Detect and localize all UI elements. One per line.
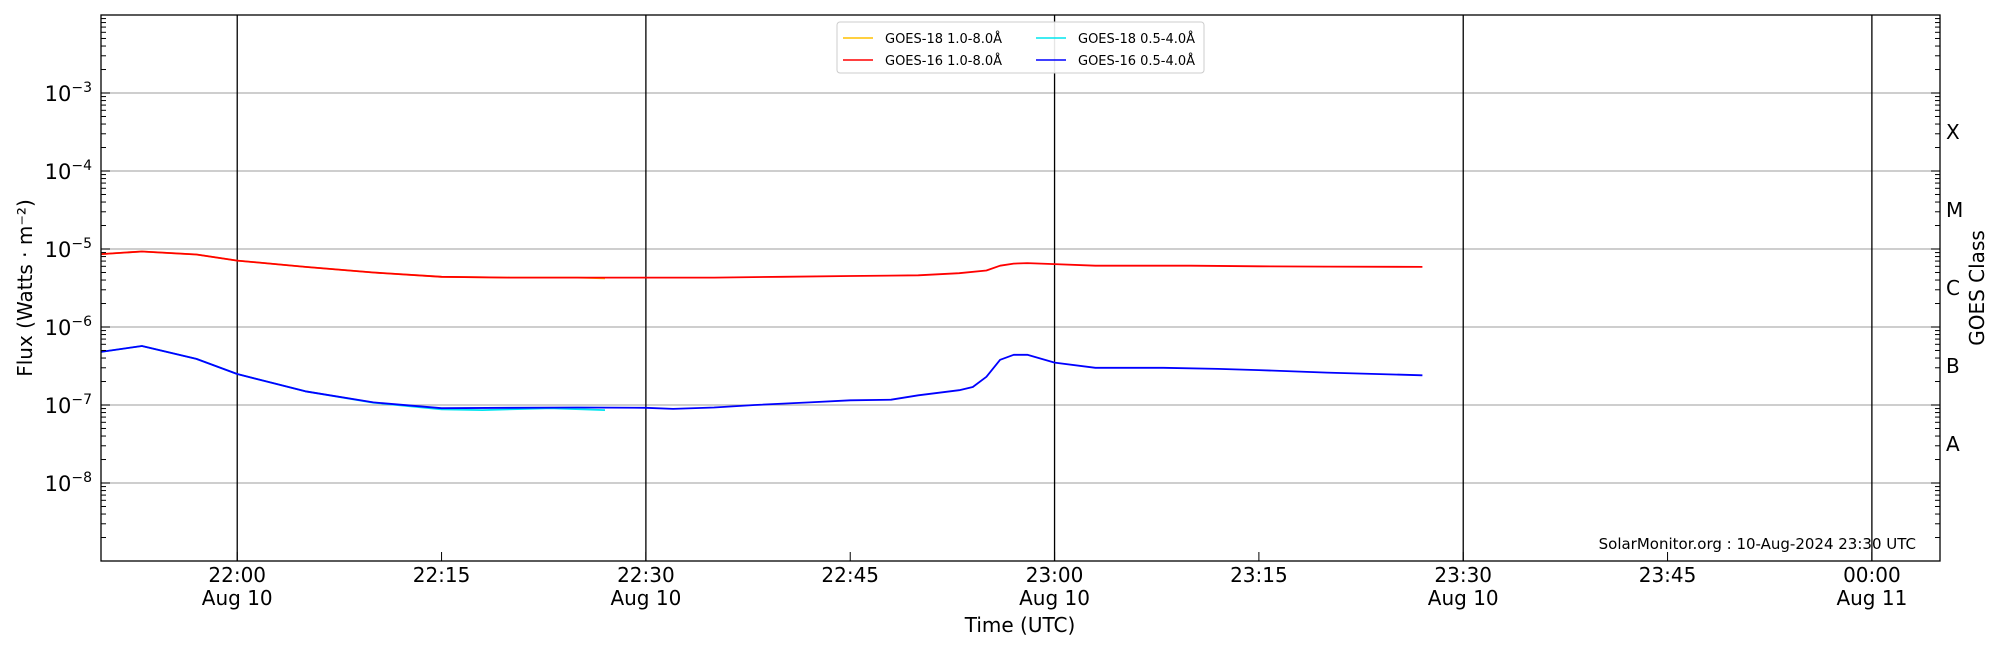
series-line-goes-18-0-5-4-0- — [100, 345, 606, 411]
y-tick-label: 10−6 — [45, 314, 92, 340]
y-tick-label: 10−5 — [45, 236, 92, 262]
legend-label: GOES-16 1.0-8.0Å — [885, 53, 1002, 69]
goes-class-axis: X M C B A — [1946, 120, 1963, 456]
y-tick-label: 10−3 — [45, 80, 92, 106]
x-tick-label: 23:00 — [1026, 563, 1084, 587]
x-tick-label: 23:45 — [1639, 563, 1697, 587]
x-tick-date-label: Aug 10 — [202, 586, 273, 610]
x-tick-date-label: Aug 11 — [1836, 586, 1907, 610]
y-axis-ticks: 10−3 10−4 10−5 10−6 10−7 10−8 — [45, 18, 1940, 562]
legend-box — [836, 21, 1205, 74]
x-axis-label: Time (UTC) — [964, 613, 1076, 637]
x-tick-label: 23:15 — [1230, 563, 1288, 587]
plot-frame — [100, 14, 1941, 562]
y2-axis-label: GOES Class — [1965, 230, 1989, 346]
watermark: SolarMonitor.org : 10-Aug-2024 23:30 UTC — [1599, 535, 1916, 553]
grid-lines — [101, 92, 1940, 484]
goes-class-label: A — [1946, 432, 1960, 456]
x-tick-label: 22:30 — [617, 563, 675, 587]
y-tick-label: 10−8 — [45, 470, 92, 496]
x-tick-date-label: Aug 10 — [1019, 586, 1090, 610]
series-lines — [100, 250, 1423, 411]
goes-class-label: B — [1946, 354, 1960, 378]
legend-label: GOES-16 0.5-4.0Å — [1078, 53, 1195, 69]
legend: GOES-18 1.0-8.0Å GOES-16 1.0-8.0Å GOES-18 … — [836, 21, 1205, 74]
x-tick-label: 22:00 — [208, 563, 266, 587]
goes-class-label: M — [1946, 198, 1963, 222]
series-line-goes-16-1-0-8-0- — [100, 250, 1423, 279]
series-line-goes-18-1-0-8-0- — [100, 250, 606, 280]
x-tick-label: 00:00 — [1843, 563, 1901, 587]
date-marker-lines — [236, 15, 1873, 561]
x-tick-date-label: Aug 10 — [610, 586, 681, 610]
x-tick-label: 22:15 — [413, 563, 471, 587]
x-tick-label: 23:30 — [1434, 563, 1492, 587]
goes-class-label: X — [1946, 120, 1960, 144]
series-line-goes-16-0-5-4-0- — [100, 345, 1423, 410]
y-tick-label: 10−4 — [45, 158, 92, 184]
goes-class-label: C — [1946, 276, 1960, 300]
y-tick-label: 10−7 — [45, 392, 92, 418]
y-axis-label: Flux (Watts · m⁻²) — [13, 199, 37, 377]
x-tick-label: 22:45 — [821, 563, 879, 587]
legend-label: GOES-18 0.5-4.0Å — [1078, 31, 1195, 47]
x-tick-date-label: Aug 10 — [1428, 586, 1499, 610]
legend-label: GOES-18 1.0-8.0Å — [885, 31, 1002, 47]
